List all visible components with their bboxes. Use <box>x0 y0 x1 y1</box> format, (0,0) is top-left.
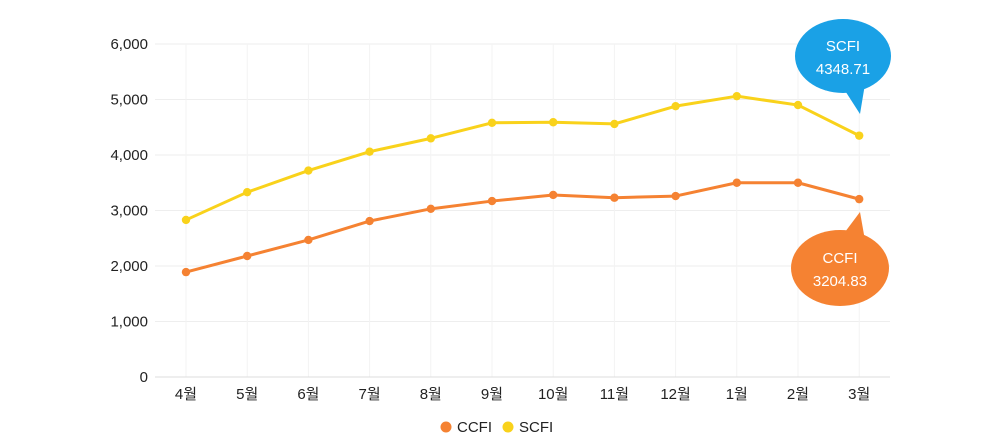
data-point-ccfi <box>181 267 191 277</box>
x-tick-label: 5월 <box>236 386 258 403</box>
data-point-ccfi <box>487 196 497 206</box>
grid-lines <box>155 43 890 377</box>
data-point-scfi <box>181 215 191 225</box>
x-tick-label: 7월 <box>359 386 381 403</box>
data-point-scfi <box>549 118 558 127</box>
data-point-ccfi <box>549 190 558 200</box>
data-point-scfi <box>365 147 374 156</box>
x-tick-label: 11월 <box>600 386 629 403</box>
y-tick-label: 2,000 <box>110 258 148 275</box>
series-group <box>181 91 864 277</box>
legend-label: CCFI <box>457 419 492 436</box>
x-tick-label: 10월 <box>538 386 569 403</box>
series-line-ccfi <box>184 181 861 274</box>
data-point-ccfi <box>793 178 803 187</box>
x-tick-label: 1월 <box>726 386 748 403</box>
data-point-scfi <box>304 166 313 175</box>
data-point-scfi <box>671 101 680 111</box>
legend-marker <box>502 421 514 433</box>
callout-ccfi: CCFI 3204.83 <box>791 212 889 306</box>
data-point-scfi <box>793 100 803 110</box>
y-tick-label: 4,000 <box>110 147 148 164</box>
data-point-scfi <box>610 119 619 129</box>
legend-item-ccfi: CCFI <box>440 419 492 436</box>
data-point-scfi <box>487 118 497 128</box>
y-tick-label: 6,000 <box>110 36 148 53</box>
y-tick-label: 0 <box>140 369 148 386</box>
legend-marker <box>440 421 452 433</box>
callout-value: 3204.83 <box>813 273 867 290</box>
callout-bubble <box>791 230 889 306</box>
y-tick-label: 3,000 <box>110 203 148 220</box>
x-tick-label: 2월 <box>787 386 809 403</box>
y-tick-label: 5,000 <box>110 92 148 109</box>
data-point-scfi <box>732 91 741 101</box>
data-point-scfi <box>426 134 435 143</box>
data-point-ccfi <box>855 194 864 204</box>
callout-label: SCFI <box>826 38 860 55</box>
callout-scfi: SCFI 4348.71 <box>795 19 891 114</box>
x-tick-label: 4월 <box>175 386 197 403</box>
data-point-ccfi <box>243 251 252 261</box>
callouts: SCFI 4348.71 CCFI 3204.83 <box>791 19 891 306</box>
x-axis: 4월 5월 6월 7월 8월 9월 10월 11월 12월 1월 2월 3월 <box>155 376 890 403</box>
x-tick-label: 3월 <box>848 386 870 403</box>
y-tick-label: 1,000 <box>110 314 148 331</box>
data-point-ccfi <box>304 235 313 245</box>
legend: CCFI SCFI <box>440 419 553 436</box>
x-tick-label: 8월 <box>420 386 442 403</box>
x-tick-label: 6월 <box>297 386 319 403</box>
data-point-ccfi <box>610 193 619 202</box>
x-tick-label: 12월 <box>660 386 691 403</box>
y-axis: 0 1,000 2,000 3,000 4,000 5,000 6,000 <box>110 36 148 386</box>
data-point-ccfi <box>671 191 680 201</box>
callout-label: CCFI <box>823 250 858 267</box>
series-line-scfi <box>184 94 861 222</box>
legend-item-scfi: SCFI <box>502 419 553 436</box>
legend-label: SCFI <box>519 419 553 436</box>
data-point-ccfi <box>426 204 435 214</box>
data-point-scfi <box>243 187 252 197</box>
callout-value: 4348.71 <box>816 61 870 78</box>
callout-bubble <box>795 19 891 93</box>
data-point-scfi <box>855 131 864 140</box>
data-point-ccfi <box>732 178 741 187</box>
data-point-ccfi <box>365 216 374 226</box>
x-tick-label: 9월 <box>481 386 503 403</box>
